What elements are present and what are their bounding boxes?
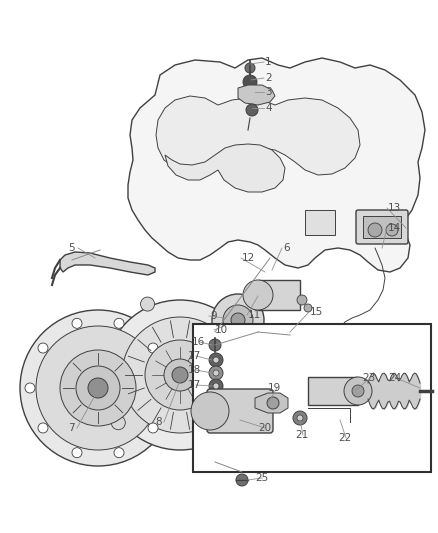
Polygon shape	[255, 393, 288, 413]
Circle shape	[25, 383, 35, 393]
Text: 24: 24	[388, 373, 401, 383]
Circle shape	[148, 423, 158, 433]
Circle shape	[141, 297, 155, 311]
Circle shape	[223, 305, 253, 335]
Circle shape	[213, 357, 219, 363]
Circle shape	[111, 416, 125, 430]
Bar	[308, 377, 358, 405]
Circle shape	[368, 223, 382, 237]
Circle shape	[88, 378, 108, 398]
Circle shape	[114, 448, 124, 458]
Text: 15: 15	[310, 307, 323, 317]
Circle shape	[245, 63, 255, 73]
Polygon shape	[238, 85, 275, 105]
Text: 11: 11	[248, 310, 261, 320]
Circle shape	[161, 383, 171, 393]
Circle shape	[38, 343, 48, 353]
Circle shape	[72, 318, 82, 328]
Text: 3: 3	[265, 87, 272, 97]
Circle shape	[352, 385, 364, 397]
Polygon shape	[128, 58, 425, 272]
Circle shape	[209, 339, 221, 351]
Circle shape	[36, 326, 160, 450]
Text: 5: 5	[68, 243, 74, 253]
Circle shape	[243, 280, 273, 310]
FancyBboxPatch shape	[356, 210, 408, 244]
Circle shape	[236, 474, 248, 486]
FancyBboxPatch shape	[207, 389, 273, 433]
Text: 4: 4	[265, 103, 272, 113]
Circle shape	[213, 383, 219, 389]
Circle shape	[172, 367, 188, 383]
Text: 13: 13	[388, 203, 401, 213]
Circle shape	[148, 343, 158, 353]
Circle shape	[105, 300, 255, 450]
Text: 9: 9	[210, 311, 217, 321]
Circle shape	[231, 313, 245, 327]
Circle shape	[209, 353, 223, 367]
Circle shape	[297, 295, 307, 305]
Text: 25: 25	[255, 473, 268, 483]
Circle shape	[72, 448, 82, 458]
Text: 10: 10	[215, 325, 228, 335]
Circle shape	[38, 423, 48, 433]
Bar	[363, 216, 401, 238]
Circle shape	[212, 294, 264, 346]
Text: 21: 21	[295, 430, 308, 440]
Text: 20: 20	[258, 423, 271, 433]
Text: 7: 7	[68, 423, 74, 433]
Circle shape	[76, 366, 120, 410]
Text: 12: 12	[242, 253, 255, 263]
Circle shape	[297, 415, 303, 421]
Circle shape	[335, 329, 341, 335]
Circle shape	[213, 370, 219, 376]
Bar	[258, 280, 300, 310]
Bar	[193, 324, 431, 472]
Text: 19: 19	[268, 383, 281, 393]
Circle shape	[60, 350, 136, 426]
Polygon shape	[60, 252, 155, 275]
Bar	[305, 210, 335, 235]
Text: 17: 17	[188, 380, 201, 390]
Circle shape	[209, 366, 223, 380]
Text: 18: 18	[188, 365, 201, 375]
Circle shape	[267, 397, 279, 409]
Text: 22: 22	[338, 433, 351, 443]
Polygon shape	[165, 144, 285, 192]
Circle shape	[20, 310, 176, 466]
Text: 17: 17	[188, 351, 201, 361]
Text: 2: 2	[265, 73, 272, 83]
Polygon shape	[156, 96, 360, 175]
Text: 14: 14	[388, 223, 401, 233]
Circle shape	[122, 317, 238, 433]
Text: 1: 1	[265, 57, 272, 67]
Circle shape	[246, 104, 258, 116]
Circle shape	[386, 224, 398, 236]
Text: 8: 8	[155, 417, 162, 427]
Circle shape	[209, 379, 223, 393]
Circle shape	[344, 377, 372, 405]
Circle shape	[164, 359, 196, 391]
Text: 16: 16	[192, 337, 205, 347]
Circle shape	[145, 340, 215, 410]
Circle shape	[293, 411, 307, 425]
Circle shape	[191, 392, 229, 430]
Text: 6: 6	[283, 243, 290, 253]
Circle shape	[243, 75, 257, 89]
Circle shape	[114, 318, 124, 328]
Circle shape	[304, 304, 312, 312]
Text: 23: 23	[362, 373, 375, 383]
Circle shape	[247, 345, 261, 359]
